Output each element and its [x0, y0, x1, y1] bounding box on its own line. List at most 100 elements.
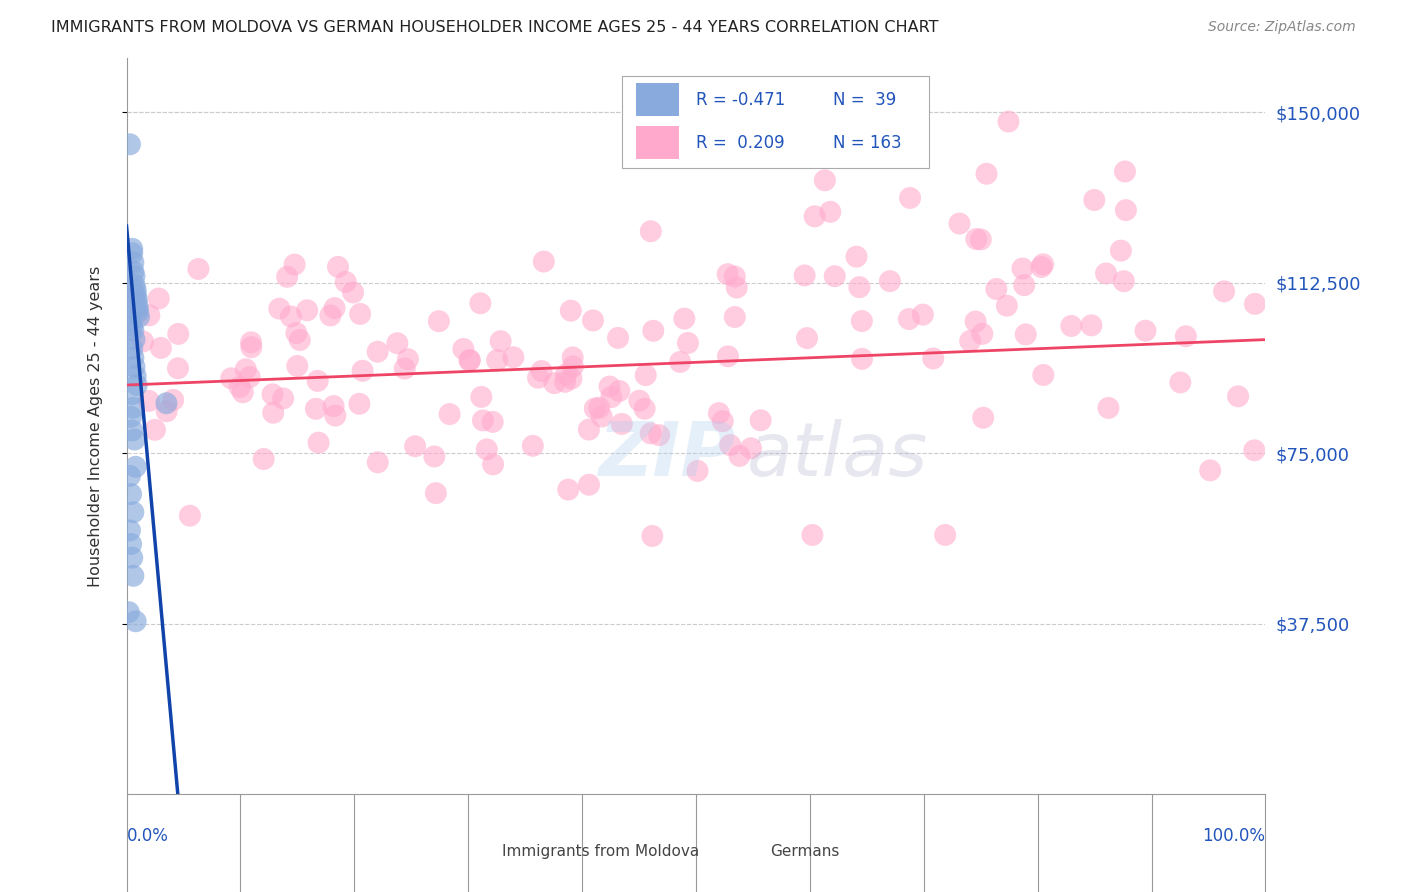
- Point: [124, 278, 146, 293]
- Text: R = -0.471: R = -0.471: [696, 91, 785, 109]
- Point: [295, 303, 318, 318]
- Point: [1083, 193, 1105, 207]
- Text: 0.0%: 0.0%: [127, 827, 169, 845]
- Point: [820, 204, 842, 219]
- Point: [148, 292, 170, 306]
- Point: [851, 314, 873, 328]
- Point: [1095, 267, 1118, 281]
- Point: [1168, 376, 1191, 390]
- Point: [472, 413, 495, 427]
- Point: [335, 275, 357, 289]
- Text: N = 163: N = 163: [832, 134, 901, 152]
- Point: [285, 326, 308, 340]
- Point: [125, 292, 148, 306]
- Point: [307, 374, 329, 388]
- Point: [972, 410, 994, 425]
- Point: [725, 280, 748, 294]
- Point: [124, 368, 146, 383]
- Text: Immigrants from Moldova: Immigrants from Moldova: [502, 844, 700, 859]
- Point: [453, 342, 475, 356]
- Point: [120, 537, 142, 551]
- Point: [162, 392, 184, 407]
- Point: [124, 287, 146, 301]
- Point: [848, 280, 870, 294]
- Point: [132, 334, 155, 349]
- Point: [543, 376, 565, 391]
- Point: [724, 310, 747, 324]
- Point: [319, 309, 342, 323]
- Point: [898, 191, 921, 205]
- Point: [120, 409, 142, 424]
- Point: [965, 314, 987, 328]
- Point: [122, 401, 145, 415]
- Point: [582, 313, 605, 327]
- Point: [1032, 257, 1054, 271]
- Point: [1114, 164, 1136, 178]
- Point: [588, 401, 610, 415]
- Point: [367, 455, 389, 469]
- Point: [288, 333, 311, 347]
- Point: [239, 370, 262, 384]
- Point: [554, 375, 576, 389]
- Point: [120, 314, 142, 328]
- Point: [179, 508, 201, 523]
- Point: [122, 569, 145, 583]
- Point: [1097, 401, 1119, 415]
- Point: [482, 458, 505, 472]
- Point: [851, 351, 873, 366]
- Point: [1012, 278, 1035, 293]
- Point: [560, 371, 582, 385]
- Point: [1011, 261, 1033, 276]
- Point: [262, 387, 284, 401]
- Point: [879, 274, 901, 288]
- Point: [489, 334, 512, 348]
- Text: N =  39: N = 39: [832, 91, 896, 109]
- Point: [1243, 443, 1265, 458]
- Point: [404, 439, 426, 453]
- Point: [814, 173, 837, 187]
- Point: [607, 384, 630, 398]
- Text: 100.0%: 100.0%: [1202, 827, 1265, 845]
- Point: [1032, 368, 1054, 382]
- Point: [427, 314, 450, 328]
- Point: [986, 282, 1008, 296]
- Point: [724, 269, 747, 284]
- Point: [633, 401, 655, 416]
- Point: [118, 524, 141, 538]
- Point: [121, 246, 143, 260]
- Text: R =  0.209: R = 0.209: [696, 134, 785, 152]
- Point: [578, 423, 600, 437]
- Point: [711, 414, 734, 428]
- Point: [1199, 463, 1222, 477]
- Point: [922, 351, 945, 366]
- Point: [803, 210, 825, 224]
- Point: [156, 404, 179, 418]
- Point: [121, 242, 143, 256]
- Point: [1112, 274, 1135, 288]
- Point: [121, 318, 143, 333]
- Point: [970, 232, 993, 246]
- Point: [475, 442, 498, 457]
- Point: [305, 401, 328, 416]
- Point: [439, 407, 461, 421]
- Point: [240, 340, 263, 354]
- Point: [965, 232, 987, 246]
- Point: [138, 308, 160, 322]
- Point: [122, 324, 145, 338]
- Point: [325, 409, 347, 423]
- Point: [240, 335, 263, 350]
- Point: [1244, 297, 1267, 311]
- Point: [352, 364, 374, 378]
- Point: [284, 258, 307, 272]
- Point: [669, 355, 692, 369]
- Point: [127, 301, 149, 315]
- Point: [641, 529, 664, 543]
- Point: [717, 267, 740, 281]
- Point: [648, 428, 671, 442]
- Point: [976, 167, 998, 181]
- Point: [125, 378, 148, 392]
- Point: [640, 224, 662, 238]
- Point: [845, 250, 868, 264]
- Point: [394, 361, 416, 376]
- Point: [959, 334, 981, 348]
